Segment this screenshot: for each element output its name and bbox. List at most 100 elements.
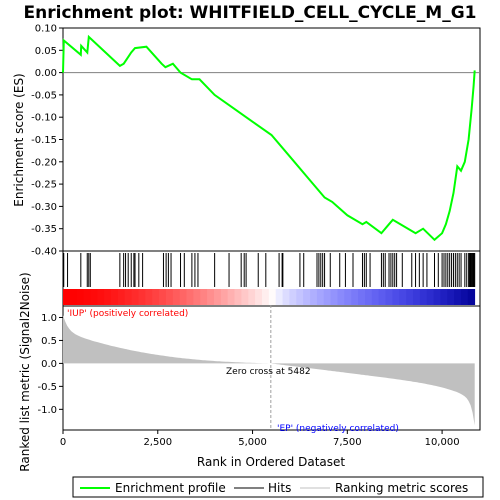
color-bar-segment	[364, 289, 373, 305]
metric-plot-frame	[62, 305, 481, 431]
color-bar-segment	[261, 289, 270, 305]
color-bar-segment	[282, 289, 290, 305]
x-tick-label: 7,500	[333, 437, 362, 448]
es-y-tick-label: -0.20	[31, 157, 57, 168]
color-bar-segment	[406, 289, 414, 305]
metric-y-tick-label: 0.0	[41, 359, 57, 370]
metric-y-tick-label: -1.0	[37, 405, 57, 416]
es-y-axis-label: Enrichment score (ES)	[12, 73, 26, 206]
hit-marks	[63, 253, 476, 287]
color-bar-segment	[412, 289, 421, 305]
color-bar-segment	[220, 289, 229, 305]
color-bar-segment	[330, 289, 338, 305]
color-bar-segment	[447, 289, 455, 305]
negative-correlation-label: 'EP' (negatively correlated)	[277, 424, 399, 434]
color-bar-segment	[172, 289, 181, 305]
es-y-tick-label: -0.35	[31, 224, 57, 235]
color-bar-segment	[138, 289, 146, 305]
x-tick-label: 0	[60, 437, 66, 448]
color-bar-segment	[248, 289, 256, 305]
chart-title: Enrichment plot: WHITFIELD_CELL_CYCLE_M_…	[24, 3, 477, 23]
es-y-tick-label: -0.10	[31, 113, 57, 124]
es-panel: 0.10 0.05 0.00 -0.05 -0.10 -0.15 -0.20 -0.25 -0.…	[31, 24, 481, 258]
color-bar-segment	[90, 289, 98, 305]
metric-y-ticks: 1.0 0.5 0.0 -0.5 -1.0	[37, 313, 63, 416]
color-bar-segment	[179, 289, 187, 305]
x-axis-ticks: 0 2,500 5,000 7,500 10,000	[60, 430, 460, 448]
color-bar-segment	[159, 289, 167, 305]
color-bar-segment	[227, 289, 235, 305]
color-bar-segment	[337, 289, 345, 305]
color-bar-segment	[207, 289, 215, 305]
color-bar-segment	[69, 289, 78, 305]
zero-cross-label: Zero cross at 5482	[226, 367, 311, 377]
color-bar-segment	[124, 289, 133, 305]
color-bar-segment	[234, 289, 242, 305]
es-y-tick-label: -0.40	[31, 247, 57, 258]
color-bar-segment	[289, 289, 297, 305]
x-axis-label: Rank in Ordered Dataset	[197, 455, 345, 469]
color-bar-segment	[296, 289, 304, 305]
rank-color-bar	[63, 289, 476, 305]
color-bar-segment	[460, 289, 469, 305]
color-bar-segment	[344, 289, 352, 305]
color-bar-segment	[323, 289, 332, 305]
es-y-tick-label: -0.25	[31, 180, 57, 191]
color-bar-segment	[399, 289, 407, 305]
color-bar-segment	[255, 289, 263, 305]
legend-hits-label: Hits	[268, 481, 291, 495]
x-tick-label: 10,000	[425, 437, 460, 448]
color-bar-segment	[303, 289, 311, 305]
hits-panel	[62, 250, 481, 307]
legend-profile-label: Enrichment profile	[115, 481, 226, 495]
enrichment-profile-line	[62, 34, 476, 242]
color-bar-segment	[467, 289, 476, 305]
es-y-ticks: 0.10 0.05 0.00 -0.05 -0.10 -0.15 -0.20 -0.25 -0.…	[31, 24, 63, 258]
color-bar-segment	[63, 289, 71, 305]
color-bar-segment	[316, 289, 325, 305]
color-bar-segment	[83, 289, 91, 305]
color-bar-segment	[97, 289, 105, 305]
metric-y-axis-label: Ranked list metric (Signal2Noise)	[18, 272, 32, 471]
color-bar-segment	[186, 289, 194, 305]
color-bar-segment	[131, 289, 139, 305]
color-bar-segment	[275, 289, 283, 305]
positive-correlation-label: 'IUP' (positively correlated)	[67, 309, 188, 319]
color-bar-segment	[145, 289, 153, 305]
legend: Enrichment profile Hits Ranking metric s…	[72, 476, 484, 498]
metric-y-tick-label: 1.0	[41, 313, 57, 324]
color-bar-segment	[385, 289, 393, 305]
color-bar-segment	[454, 289, 462, 305]
color-bar-segment	[117, 289, 126, 305]
color-bar-segment	[378, 289, 386, 305]
color-bar-segment	[104, 289, 112, 305]
color-bar-segment	[193, 289, 201, 305]
metric-panel: 1.0 0.5 0.0 -0.5 -1.0 'IUP' (positively corr…	[37, 305, 481, 434]
metric-y-tick-label: 0.5	[41, 336, 57, 347]
color-bar-segment	[200, 289, 208, 305]
es-y-tick-label: -0.30	[31, 202, 57, 213]
es-y-tick-label: 0.05	[35, 46, 57, 57]
color-bar-segment	[358, 289, 366, 305]
color-bar-segment	[268, 289, 277, 305]
color-bar-segment	[351, 289, 359, 305]
color-bar-segment	[426, 289, 434, 305]
color-bar-segment	[241, 289, 249, 305]
es-y-tick-label: 0.00	[35, 68, 57, 79]
color-bar-segment	[433, 289, 441, 305]
legend-metric-label: Ranking metric scores	[335, 481, 468, 495]
es-y-tick-label: 0.10	[35, 24, 57, 35]
color-bar-segment	[111, 289, 119, 305]
color-bar-segment	[440, 289, 448, 305]
es-y-tick-label: -0.15	[31, 135, 57, 146]
color-bar-segment	[419, 289, 428, 305]
color-bar-segment	[392, 289, 400, 305]
color-bar-segment	[152, 289, 160, 305]
color-bar-segment	[310, 289, 318, 305]
x-tick-label: 5,000	[238, 437, 267, 448]
ranking-metric-area	[63, 315, 475, 426]
color-bar-segment	[165, 289, 174, 305]
x-tick-label: 2,500	[143, 437, 172, 448]
color-bar-segment	[371, 289, 380, 305]
